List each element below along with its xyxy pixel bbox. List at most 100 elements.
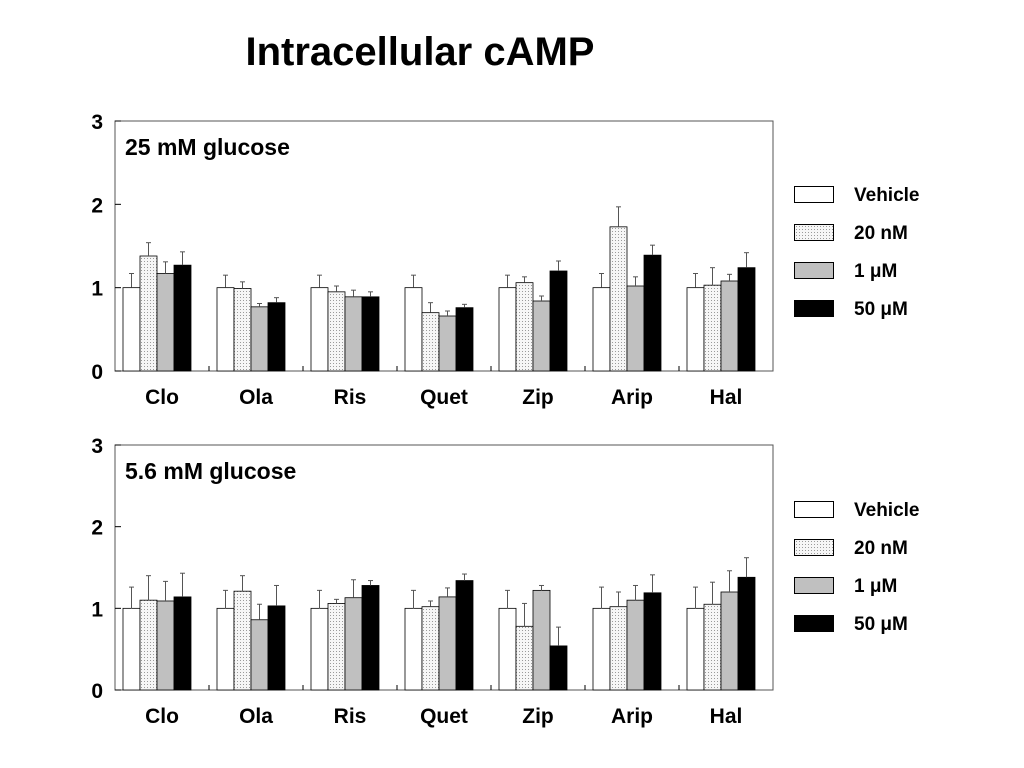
bar-quet-20-nm [421,312,440,372]
legend-swatch [794,615,834,632]
legend-label: 1 μM [854,261,898,282]
x-tick-label: Ris [334,705,367,728]
legend-bottom: Vehicle 20 nM 1 μM 50 μM [790,500,990,653]
bar-clo-50-m [173,264,192,372]
y-tick-label: 1 [91,598,103,621]
x-tick-label: Ris [334,386,367,409]
legend-label: 20 nM [854,538,908,559]
legend-label: 50 μM [854,299,908,320]
legend-label: 1 μM [854,576,898,597]
legend-top: Vehicle 20 nM 1 μM 50 μM [790,185,990,338]
bar-hal-20-nm [703,284,722,372]
legend-item-20-nm: 20 nM [790,223,990,262]
y-tick-label: 0 [91,680,103,703]
bar-ris-20-nm [327,291,346,372]
bar-hal-20-nm [703,603,722,691]
x-tick-label: Ola [239,386,273,409]
x-tick-label: Arip [611,705,653,728]
legend-label: 20 nM [854,223,908,244]
bar-arip-vehicle [592,607,611,691]
bar-arip-50-m [643,592,662,691]
legend-swatch [794,186,834,203]
bar-zip-vehicle [498,287,517,372]
legend-label: 50 μM [854,614,908,635]
bar-ris-1-m [344,296,363,372]
bar-ola-vehicle [216,287,235,372]
x-tick-label: Ola [239,705,273,728]
panel-25mm-glucose: 0 1 2 3 25 mM glucose Clo Ola Ris Quet Zip Arip Hal [91,111,774,409]
bar-zip-20-nm [515,282,534,372]
bar-ris-1-m [344,597,363,691]
x-tick-label: Quet [420,386,468,409]
legend-label: Vehicle [854,185,920,206]
bar-ola-vehicle [216,607,235,691]
bar-ola-20-nm [233,590,252,691]
legend-item-vehicle: Vehicle [790,500,990,539]
x-tick-label: Zip [522,386,554,409]
bar-ola-50-m [267,302,286,372]
bar-quet-1-m [438,596,457,691]
bar-clo-1-m [156,273,175,372]
panel-5-6mm-glucose: 0 1 2 3 5.6 mM glucose Clo Ola Ris Quet Zip Arip Ha… [91,435,774,728]
x-tick-label: Hal [710,705,743,728]
bar-clo-1-m [156,600,175,691]
y-tick-label: 3 [91,111,103,134]
bar-hal-vehicle [686,607,705,691]
bar-clo-20-nm [139,255,158,372]
bar-clo-vehicle [122,607,141,691]
bar-hal-1-m [720,280,739,372]
x-tick-label: Hal [710,386,743,409]
bar-zip-20-nm [515,625,534,691]
bar-clo-vehicle [122,287,141,372]
bar-zip-50-m [549,270,568,372]
bar-arip-20-nm [609,226,628,372]
panel-title: 5.6 mM glucose [125,458,296,484]
bar-hal-1-m [720,591,739,691]
panel-title: 25 mM glucose [125,134,290,160]
legend-item-1-m: 1 μM [790,261,990,300]
bar-quet-1-m [438,315,457,372]
y-tick-label: 0 [91,361,103,384]
bar-ola-50-m [267,605,286,691]
legend-swatch [794,262,834,279]
legend-item-50-m: 50 μM [790,299,990,338]
bar-clo-20-nm [139,599,158,691]
legend-label: Vehicle [854,500,920,521]
bar-quet-vehicle [404,287,423,372]
bar-ris-20-nm [327,603,346,691]
chart-title: Intracellular cAMP [245,30,595,74]
legend-swatch [794,300,834,317]
bar-arip-vehicle [592,287,611,372]
bar-ris-50-m [361,585,380,691]
bar-arip-1-m [626,599,645,691]
bar-clo-50-m [173,596,192,691]
bar-zip-1-m [532,589,551,691]
bar-hal-50-m [737,267,756,372]
legend-swatch [794,501,834,518]
bar-quet-vehicle [404,607,423,691]
bar-zip-vehicle [498,607,517,691]
bar-ris-50-m [361,296,380,372]
legend-swatch [794,577,834,594]
bar-ola-1-m [250,306,269,372]
bar-arip-1-m [626,285,645,372]
x-tick-label: Arip [611,386,653,409]
y-tick-label: 3 [91,435,103,458]
bar-arip-20-nm [609,606,628,691]
bar-zip-1-m [532,300,551,372]
y-tick-label: 2 [91,517,103,540]
bar-ola-20-nm [233,288,252,372]
bar-hal-vehicle [686,287,705,372]
bar-ris-vehicle [310,287,329,372]
bar-ola-1-m [250,619,269,691]
bar-zip-50-m [549,645,568,691]
legend-item-vehicle: Vehicle [790,185,990,224]
legend-swatch [794,224,834,241]
legend-item-1-m: 1 μM [790,576,990,615]
x-tick-label: Clo [145,705,179,728]
bar-quet-20-nm [421,606,440,691]
bar-hal-50-m [737,576,756,691]
bar-quet-50-m [455,580,474,691]
legend-item-20-nm: 20 nM [790,538,990,577]
